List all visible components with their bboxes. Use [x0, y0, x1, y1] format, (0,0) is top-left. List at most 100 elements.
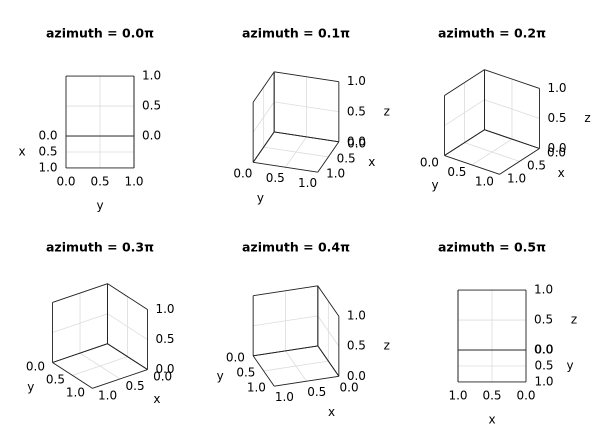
z-tick-label: 0.0	[142, 129, 161, 143]
z-tick-label: 1.0	[347, 309, 366, 323]
z-tick-label: 1.0	[547, 81, 566, 95]
grid-line	[444, 99, 485, 126]
pane-edge	[52, 283, 108, 303]
grid-line	[107, 313, 148, 340]
y-axis-label: y	[27, 380, 34, 394]
pane-edge	[252, 355, 275, 387]
pane-edge	[52, 343, 108, 363]
y-tick-label: 0.5	[236, 366, 255, 380]
z-axis-label: z	[584, 111, 590, 125]
x-tick-label: 0.0	[340, 380, 359, 394]
z-axis-label: z	[571, 313, 577, 327]
pane-edge	[253, 345, 318, 357]
y-tick-label: 0.0	[56, 174, 75, 188]
pane-edge	[252, 71, 275, 103]
y-tick-label: 0.0	[26, 360, 45, 374]
x-axis-label: x	[328, 405, 335, 419]
pane-edge	[484, 69, 540, 89]
pane-edge	[274, 131, 339, 143]
z-tick-label: 0.5	[142, 99, 161, 113]
grid-line	[72, 356, 128, 376]
y-tick-label: 0.0	[226, 350, 245, 364]
grid-line	[471, 138, 513, 166]
panel-title: azimuth = 0.5π	[438, 240, 546, 255]
pane-edge	[317, 285, 340, 317]
panel-title: azimuth = 0.0π	[46, 26, 154, 41]
x-tick-label: 0.0	[38, 129, 57, 143]
x-tick-label: 0.0	[547, 146, 566, 160]
y-tick-label: 1.0	[298, 176, 317, 190]
pane-edge	[253, 161, 318, 173]
z-tick-label: 0.5	[347, 339, 366, 353]
pane-edge	[107, 283, 148, 310]
x-tick-label: 1.0	[98, 388, 117, 402]
x-tick-label: 0.5	[337, 152, 356, 166]
x-axis-label: x	[558, 166, 565, 180]
pane-edge	[444, 155, 500, 175]
y-tick-label: 0.5	[447, 165, 466, 179]
grid-line	[484, 99, 540, 119]
grid-line	[52, 313, 108, 333]
y-tick-label: 1.0	[66, 385, 85, 399]
y-axis-label: y	[566, 359, 573, 373]
x-tick-label: 0.5	[307, 385, 326, 399]
z-tick-label: 0.0	[547, 141, 566, 155]
x-tick-label: 1.0	[448, 388, 467, 402]
y-tick-label: 0.5	[90, 174, 109, 188]
panel-title: azimuth = 0.2π	[438, 26, 546, 41]
panel-title: azimuth = 0.3π	[46, 240, 154, 255]
y-axis-label: y	[96, 198, 103, 212]
z-tick-label: 1.0	[142, 69, 161, 83]
z-axis-label: z	[384, 104, 390, 118]
x-tick-label: 0.5	[126, 379, 145, 393]
x-tick-label: 0.0	[153, 370, 172, 384]
pane-edge	[274, 71, 339, 83]
y-tick-label: 1.0	[475, 174, 494, 188]
z-tick-label: 1.0	[347, 74, 366, 88]
grid-line	[252, 101, 275, 133]
pane-edge	[107, 343, 148, 370]
grid-line	[274, 101, 339, 113]
x-tick-label: 0.5	[527, 158, 546, 172]
grid-line	[285, 136, 307, 168]
z-tick-label: 0.0	[347, 369, 366, 383]
pane-edge	[252, 131, 275, 163]
pane-edge	[92, 369, 148, 389]
x-axis-label: x	[18, 145, 25, 159]
grid-line	[263, 360, 329, 372]
pane-edge	[253, 285, 318, 297]
x-tick-label: 1.0	[38, 160, 57, 174]
z-tick-label: 1.0	[155, 302, 174, 316]
y-axis-label: y	[432, 178, 439, 192]
x-tick-label: 1.0	[507, 171, 526, 185]
z-tick-label: 0.0	[347, 134, 366, 148]
pane-edge	[317, 141, 340, 173]
pane-edge	[484, 129, 540, 149]
x-tick-label: 0.0	[347, 136, 366, 150]
panel-title: azimuth = 0.1π	[242, 26, 350, 41]
z-tick-label: 0.0	[155, 362, 174, 376]
z-tick-label: 0.5	[534, 313, 553, 327]
y-tick-label: 0.5	[46, 372, 65, 386]
x-axis-label: x	[488, 412, 495, 426]
panel-title: azimuth = 0.4π	[242, 240, 350, 255]
z-tick-label: 0.5	[155, 332, 174, 346]
y-tick-label: 0.0	[420, 156, 439, 170]
z-tick-label: 1.0	[534, 283, 553, 297]
y-tick-label: 1.0	[247, 381, 266, 395]
z-axis-label: z	[384, 339, 390, 353]
grid-line	[253, 315, 318, 327]
y-tick-label: 1.0	[124, 174, 143, 188]
z-tick-label: 0.0	[534, 343, 553, 357]
x-axis-label: x	[153, 392, 160, 406]
pane-edge	[444, 69, 485, 96]
pane-edge	[317, 345, 340, 377]
x-axis-label: x	[368, 155, 375, 169]
y-tick-label: 0.5	[266, 171, 285, 185]
y-axis-label: y	[257, 191, 264, 205]
x-tick-label: 0.5	[38, 145, 57, 159]
y-tick-label: 0.0	[534, 343, 553, 357]
pane-edge	[52, 362, 93, 389]
y-axis-label: y	[217, 369, 224, 383]
